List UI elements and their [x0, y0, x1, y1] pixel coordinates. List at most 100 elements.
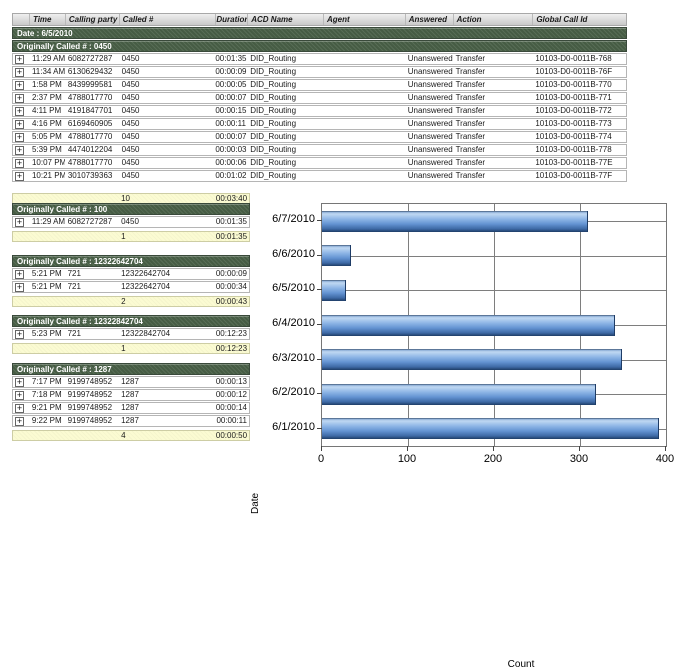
column-header-calling-party[interactable]: Calling party #: [64, 14, 119, 25]
table-header-row: Time Calling party # Called # Duration ACD N…: [12, 13, 627, 26]
acd-name: DID_Routing: [250, 158, 297, 167]
duration: 00:00:34: [215, 282, 247, 291]
table-row: +10:21 PM 3010739363 0450 00:01:02 DID_Routi…: [12, 170, 627, 182]
action: Transfer: [455, 132, 486, 141]
bar-6-3-2010[interactable]: [322, 349, 622, 370]
table-row: +7:18 PM 9199748952 1287 00:00:12: [12, 389, 250, 401]
acd-name: DID_Routing: [250, 80, 297, 89]
expand-icon[interactable]: +: [15, 106, 24, 116]
bar-6-6-2010[interactable]: [322, 245, 351, 266]
expand-icon[interactable]: +: [15, 80, 24, 90]
global-call-id: 10103-D0-0011B-770: [535, 80, 612, 89]
expand-icon[interactable]: +: [15, 269, 24, 279]
column-header-global-call-id[interactable]: Global Call Id: [532, 14, 626, 25]
expand-cell: +: [13, 54, 29, 64]
expand-cell: +: [13, 67, 29, 77]
summary-spacer: [13, 232, 118, 241]
expand-cell: +: [13, 329, 29, 339]
column-header-called-number[interactable]: Called #: [118, 14, 216, 25]
expand-icon[interactable]: +: [15, 158, 24, 168]
bar-6-1-2010[interactable]: [322, 418, 659, 439]
y-tick-label: 6/4/2010: [272, 317, 315, 329]
duration: 00:00:07: [215, 132, 247, 141]
column-header-acd-name[interactable]: ACD Name: [247, 14, 323, 25]
expand-icon[interactable]: +: [15, 416, 24, 426]
y-tick-label: 6/3/2010: [272, 352, 315, 364]
expand-cell: +: [13, 377, 29, 387]
summary-spacer: [13, 194, 118, 203]
expand-icon[interactable]: +: [15, 171, 24, 181]
duration: 00:00:06: [215, 158, 247, 167]
expand-icon[interactable]: +: [15, 217, 24, 227]
expand-icon[interactable]: +: [15, 132, 24, 142]
global-call-id: 10103-D0-0011B-773: [535, 119, 612, 128]
calling-party: 9199748952: [67, 390, 113, 399]
expand-icon[interactable]: +: [15, 390, 24, 400]
answered: Unanswered: [407, 93, 453, 102]
expand-cell: +: [13, 171, 29, 181]
bar-6-5-2010[interactable]: [322, 280, 346, 301]
expand-cell: +: [13, 158, 29, 168]
action: Transfer: [455, 106, 486, 115]
column-header-duration[interactable]: Duration: [215, 14, 248, 25]
expand-icon[interactable]: +: [15, 145, 24, 155]
bar-6-4-2010[interactable]: [322, 315, 615, 336]
bar-6-7-2010[interactable]: [322, 211, 588, 232]
summary-call-count: 2: [121, 297, 126, 306]
expand-icon[interactable]: +: [15, 403, 24, 413]
called-group-header: Originally Called # : 100: [12, 203, 250, 215]
expand-icon[interactable]: +: [15, 282, 24, 292]
time: 9:21 PM: [31, 403, 62, 412]
expand-icon[interactable]: +: [15, 67, 24, 77]
chart-plot-area: [321, 203, 667, 447]
acd-name: DID_Routing: [250, 145, 297, 154]
call-group-section: Originally Called # : 12322842704 +5:23 P…: [12, 315, 250, 354]
answered: Unanswered: [407, 80, 453, 89]
chart-x-axis-label: Count: [507, 659, 535, 670]
time: 2:37 PM: [31, 93, 62, 102]
expand-icon[interactable]: +: [15, 93, 24, 103]
time: 5:21 PM: [31, 282, 62, 291]
duration: 00:00:15: [215, 106, 247, 115]
duration: 00:12:23: [215, 329, 247, 338]
acd-name: DID_Routing: [250, 132, 297, 141]
bar-6-2-2010[interactable]: [322, 384, 596, 405]
gridline-horizontal: [322, 256, 666, 257]
expand-cell: +: [13, 390, 29, 400]
y-tick-label: 6/2/2010: [272, 386, 315, 398]
expand-icon[interactable]: +: [15, 329, 24, 339]
column-header-time[interactable]: Time: [28, 14, 65, 25]
summary-call-count: 1: [121, 232, 126, 241]
called-group-header: Originally Called # : 1287: [12, 363, 250, 375]
date-group-header: Date : 6/5/2010: [12, 27, 627, 39]
action: Transfer: [455, 145, 486, 154]
column-header-action[interactable]: Action: [452, 14, 533, 25]
column-header-agent[interactable]: Agent: [323, 14, 405, 25]
called-group-header: Originally Called # : 12322842704: [12, 315, 250, 327]
expand-icon[interactable]: +: [15, 377, 24, 387]
expand-icon[interactable]: +: [15, 54, 24, 64]
answered: Unanswered: [407, 171, 453, 180]
table-row: +9:21 PM 9199748952 1287 00:00:14: [12, 402, 250, 414]
calling-party: 721: [67, 282, 81, 291]
duration: 00:00:13: [215, 377, 247, 386]
call-group-section: Originally Called # : 1287 +7:17 PM 919974…: [12, 363, 250, 441]
answered: Unanswered: [407, 145, 453, 154]
summary-call-count: 1: [121, 344, 126, 353]
expand-icon[interactable]: +: [15, 119, 24, 129]
global-call-id: 10103-D0-0011B-772: [535, 106, 612, 115]
x-tick-mark: [665, 446, 666, 451]
called-number: 12322842704: [121, 329, 171, 338]
answered: Unanswered: [407, 106, 453, 115]
time: 9:22 PM: [31, 416, 62, 425]
acd-name: DID_Routing: [250, 106, 297, 115]
x-tick-label: 300: [569, 453, 589, 465]
calling-party: 6082727287: [67, 54, 113, 63]
time: 5:39 PM: [31, 145, 62, 154]
column-header-answered[interactable]: Answered: [404, 14, 453, 25]
y-tick-mark: [317, 255, 322, 256]
y-tick-label: 6/1/2010: [272, 421, 315, 433]
calling-party: 9199748952: [67, 403, 113, 412]
calling-party: 6169460905: [67, 119, 113, 128]
called-number: 12322642704: [121, 269, 171, 278]
